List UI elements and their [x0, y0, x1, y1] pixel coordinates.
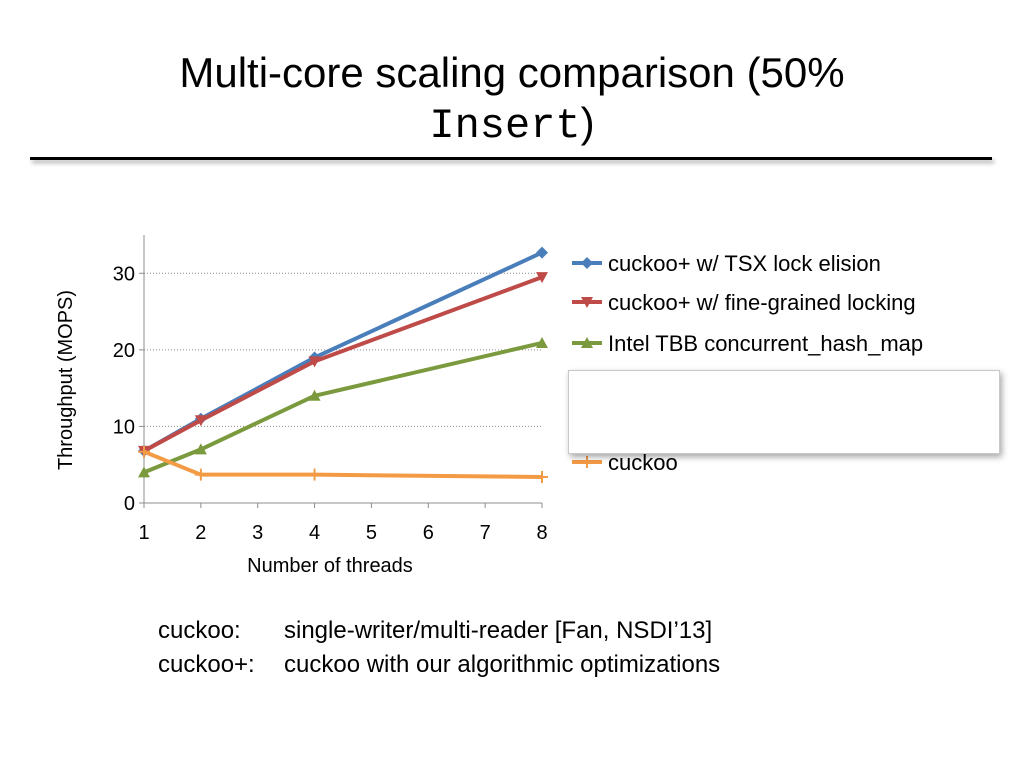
y-tick-label: 30: [113, 263, 135, 285]
footnote-key: cuckoo:: [158, 617, 241, 644]
legend-label: cuckoo: [608, 450, 678, 475]
legend-label: cuckoo+ w/ fine-grained locking: [608, 290, 916, 315]
x-tick-label: 6: [423, 522, 434, 544]
y-tick-label: 10: [113, 416, 135, 438]
data-point: [194, 468, 207, 481]
data-point: [536, 246, 548, 259]
x-tick-label: 1: [138, 522, 149, 544]
legend-label: Intel TBB concurrent_hash_map: [608, 331, 923, 356]
y-axis-label: Throughput (MOPS): [55, 290, 77, 470]
footnotes: cuckoo: single-writer/multi-reader [Fan, …: [158, 614, 720, 682]
footnote-text: cuckoo with our algorithmic optimization…: [284, 651, 721, 678]
slide-title: Multi-core scaling comparison (50% Inser…: [60, 48, 964, 151]
title-rule: [30, 157, 992, 160]
x-tick-label: 8: [536, 522, 547, 544]
x-tick-label: 4: [309, 522, 320, 544]
legend-marker: [581, 297, 593, 308]
data-point: [308, 468, 321, 481]
title-mono: Insert: [429, 102, 581, 150]
data-point: [536, 272, 548, 284]
data-point: [138, 466, 150, 478]
y-tick-label: 0: [124, 493, 135, 515]
title-close: ): [580, 99, 595, 146]
data-point: [308, 389, 321, 401]
series-line-1: [143, 275, 543, 453]
footnote-cuckoo-plus: cuckoo+: cuckoo with our algorithmic opti…: [158, 648, 720, 682]
data-point: [308, 356, 321, 368]
footnote-text: single-writer/multi-reader [Fan, NSDI’13…: [284, 617, 713, 644]
data-point: [536, 470, 548, 483]
x-tick-label: 7: [480, 522, 491, 544]
x-tick-label: 5: [366, 522, 377, 544]
legend-marker: [581, 257, 593, 269]
series-line-2: [143, 341, 543, 475]
x-tick-label: 3: [252, 522, 263, 544]
x-axis-label: Number of threads: [247, 555, 413, 577]
series-line-3: [143, 449, 543, 479]
footnote-cuckoo: cuckoo: single-writer/multi-reader [Fan, …: [158, 614, 720, 648]
data-point: [194, 415, 207, 427]
title-main: Multi-core scaling comparison (50%: [179, 49, 845, 96]
data-point: [194, 443, 207, 455]
x-tick-label: 2: [195, 522, 206, 544]
y-tick-label: 20: [113, 340, 135, 362]
data-point: [138, 445, 150, 458]
legend-label: cuckoo+ w/ TSX lock elision: [608, 251, 881, 276]
data-point: [536, 336, 548, 348]
footnote-key: cuckoo+:: [158, 651, 255, 678]
legend-marker: [581, 456, 593, 468]
overlay-box: [568, 370, 1000, 454]
legend-marker: [581, 337, 593, 348]
